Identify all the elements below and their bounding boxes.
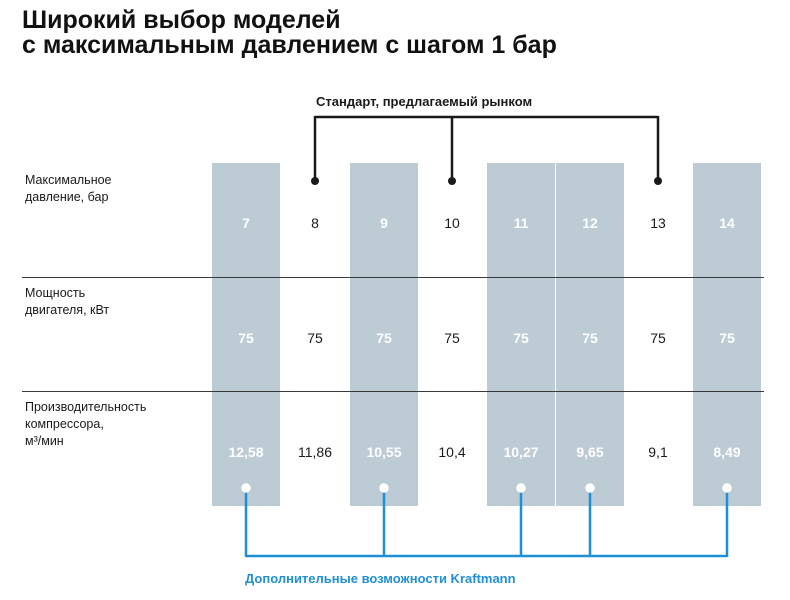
cell-pressure: 9	[380, 215, 388, 231]
cell-power: 75	[307, 330, 323, 346]
cell-power: 75	[376, 330, 392, 346]
standard-label: Стандарт, предлагаемый рынком	[316, 94, 533, 109]
highlight-column	[212, 163, 280, 506]
cell-pressure: 14	[719, 215, 735, 231]
row-label-power: Мощность двигателя, кВт	[25, 285, 109, 319]
standard-dot	[448, 177, 456, 185]
cell-pressure: 7	[242, 215, 250, 231]
cell-pressure: 11	[513, 215, 529, 231]
row-label-line: компрессора,	[25, 417, 104, 431]
cell-capacity: 9,65	[576, 444, 604, 460]
row-label-line: Мощность	[25, 286, 86, 300]
row-label-pressure: Максимальное давление, бар	[25, 172, 112, 206]
row-divider-2	[22, 391, 764, 392]
title-line-1: Широкий выбор моделей	[22, 6, 341, 34]
standard-dot	[654, 177, 662, 185]
cell-capacity: 10,4	[438, 444, 466, 460]
cell-capacity: 10,27	[503, 444, 539, 460]
row-label-capacity: Производительность компрессора, м³/мин	[25, 399, 146, 450]
cell-capacity: 12,58	[228, 444, 264, 460]
cell-power: 75	[444, 330, 460, 346]
cell-pressure: 10	[444, 215, 460, 231]
cell-capacity: 10,55	[366, 444, 402, 460]
standard-dot	[311, 177, 319, 185]
row-divider-1	[22, 277, 764, 278]
highlight-column	[350, 163, 418, 506]
cell-pressure: 8	[311, 215, 319, 231]
cell-capacity: 8,49	[713, 444, 741, 460]
cell-pressure: 12	[582, 215, 598, 231]
highlight-column	[556, 163, 624, 506]
kraftmann-dot	[516, 483, 526, 493]
cell-capacity: 11,86	[298, 444, 332, 460]
cell-pressure: 13	[650, 215, 666, 231]
highlight-column	[487, 163, 555, 506]
row-label-line: Максимальное	[25, 173, 112, 187]
cell-power: 75	[582, 330, 598, 346]
highlight-column	[693, 163, 761, 506]
kraftmann-label: Дополнительные возможности Kraftmann	[245, 571, 516, 586]
page-title: Широкий выбор моделей с максимальным дав…	[22, 8, 557, 58]
cell-power: 75	[719, 330, 735, 346]
kraftmann-dot	[585, 483, 595, 493]
row-label-line: Производительность	[25, 400, 147, 414]
row-label-line: давление, бар	[25, 190, 109, 204]
row-label-line: м³/мин	[25, 434, 64, 448]
cell-capacity: 9,1	[648, 444, 668, 460]
cell-power: 75	[238, 330, 254, 346]
cell-power: 75	[650, 330, 666, 346]
row-label-line: двигателя, кВт	[25, 303, 110, 317]
kraftmann-dot	[379, 483, 389, 493]
cell-power: 75	[513, 330, 529, 346]
title-line-2: с максимальным давлением с шагом 1 бар	[22, 31, 557, 59]
kraftmann-dot	[241, 483, 251, 493]
kraftmann-dot	[722, 483, 732, 493]
